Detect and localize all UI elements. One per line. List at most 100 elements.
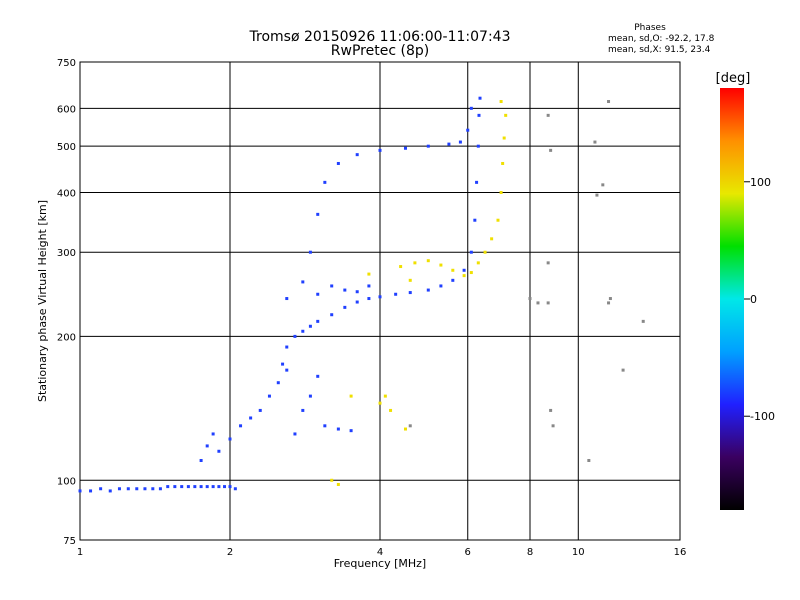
- data-point: [293, 432, 297, 436]
- data-point: [490, 237, 494, 241]
- phases-title: Phases: [634, 23, 666, 33]
- data-point: [228, 485, 232, 489]
- data-point: [413, 261, 417, 265]
- data-point: [308, 324, 312, 328]
- data-point: [108, 489, 112, 493]
- data-point: [151, 487, 155, 491]
- y-tick-label: 100: [57, 476, 76, 487]
- data-point: [355, 300, 359, 304]
- data-point: [378, 148, 382, 152]
- data-point: [593, 140, 597, 144]
- data-point: [476, 144, 480, 148]
- data-point: [336, 161, 340, 165]
- data-point: [536, 301, 540, 305]
- x-tick-label: 8: [527, 547, 533, 558]
- data-point: [193, 485, 197, 489]
- y-tick-label: 600: [57, 104, 76, 115]
- data-point: [551, 424, 555, 428]
- data-point: [499, 190, 503, 194]
- data-point: [546, 113, 550, 117]
- data-point: [349, 394, 353, 398]
- y-tick-label: 400: [57, 188, 76, 199]
- phases-line-o: mean, sd,O: -92.2, 17.8: [608, 34, 715, 44]
- data-point: [330, 478, 334, 482]
- data-point: [285, 345, 289, 349]
- data-point: [336, 482, 340, 486]
- data-point: [469, 271, 473, 275]
- data-point: [399, 265, 403, 269]
- data-point: [343, 288, 347, 292]
- data-point: [462, 274, 466, 278]
- data-point: [499, 100, 503, 104]
- data-point: [301, 329, 305, 333]
- chart-subtitle: RwPretec (8p): [331, 43, 429, 59]
- data-point: [389, 408, 393, 412]
- data-point: [89, 489, 93, 493]
- data-point: [117, 487, 121, 491]
- data-point: [316, 319, 320, 323]
- data-point: [378, 401, 382, 405]
- data-point: [378, 295, 382, 299]
- data-point: [504, 113, 508, 117]
- data-point: [308, 250, 312, 254]
- data-point: [408, 424, 412, 428]
- data-point: [477, 113, 481, 117]
- phases-line-x: mean, sd,X: 91.5, 23.4: [608, 45, 711, 55]
- data-point: [621, 368, 625, 372]
- colorbar-tick-label: -100: [750, 410, 775, 423]
- data-point: [546, 261, 550, 265]
- x-tick-label: 4: [377, 547, 383, 558]
- data-point: [211, 485, 215, 489]
- data-point: [316, 292, 320, 296]
- data-point: [595, 193, 599, 197]
- data-point: [126, 487, 130, 491]
- data-point: [276, 381, 280, 385]
- data-point: [466, 128, 470, 132]
- data-point: [528, 297, 532, 301]
- data-point: [426, 288, 430, 292]
- data-point: [143, 487, 147, 491]
- data-point: [239, 424, 243, 428]
- y-tick-label: 750: [57, 58, 76, 69]
- data-point: [355, 153, 359, 157]
- data-point: [349, 429, 353, 433]
- x-tick-label: 1: [77, 547, 83, 558]
- data-point: [502, 136, 506, 140]
- data-point: [285, 368, 289, 372]
- data-point: [439, 284, 443, 288]
- data-point: [447, 142, 451, 146]
- data-point: [285, 297, 289, 301]
- data-point: [217, 449, 221, 453]
- data-point: [199, 458, 203, 462]
- data-point: [403, 146, 407, 150]
- data-point: [330, 313, 334, 317]
- y-tick-label: 75: [63, 536, 76, 547]
- x-tick-label: 2: [227, 547, 233, 558]
- colorbar-tick-label: 100: [750, 176, 771, 189]
- data-point: [205, 485, 209, 489]
- data-point: [186, 485, 190, 489]
- data-point: [426, 259, 430, 263]
- data-point: [281, 362, 285, 366]
- series-scattered: [408, 100, 645, 462]
- data-point: [383, 394, 387, 398]
- colorbar-ticks: 100 0 -100: [744, 176, 775, 423]
- data-point: [501, 161, 505, 165]
- data-point: [199, 485, 203, 489]
- data-point: [408, 291, 412, 295]
- colorbar: [720, 88, 744, 510]
- x-axis-label: Frequency [MHz]: [334, 557, 426, 570]
- data-point: [394, 292, 398, 296]
- data-point: [78, 489, 82, 493]
- data-point: [587, 458, 591, 462]
- data-point: [469, 250, 473, 254]
- data-point: [641, 319, 645, 323]
- data-point: [549, 148, 553, 152]
- axis-ticks: 1 2 4 6 8 10 16 75 100 200 300 400 500 600 750: [57, 58, 686, 558]
- data-point: [426, 144, 430, 148]
- data-point: [607, 301, 611, 305]
- grid-lines: [80, 62, 680, 540]
- data-point: [476, 261, 480, 265]
- data-point: [478, 96, 482, 100]
- data-points: [78, 96, 645, 493]
